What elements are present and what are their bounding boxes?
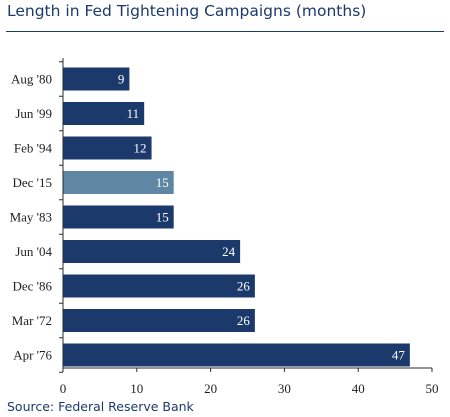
category-label: Jun '99 [15,106,52,121]
category-label: Mar '72 [12,313,52,328]
data-label: 15 [156,210,169,225]
x-tick-label: 30 [278,381,291,396]
title-divider [6,31,444,32]
data-label: 12 [134,141,147,156]
category-label: Feb '94 [14,141,53,156]
bar-aug-80 [63,67,130,91]
x-tick-label: 40 [352,381,365,396]
bar-mar-72 [63,309,255,332]
category-label: Apr '76 [13,348,52,363]
chart-title: Length in Fed Tightening Campaigns (mont… [7,2,367,20]
bar-dec-86 [63,274,255,298]
x-tick-label: 50 [426,381,439,396]
data-label: 47 [392,348,406,363]
category-label: May '83 [10,210,52,225]
data-label: 26 [237,313,251,328]
category-label: Aug '80 [11,72,52,87]
x-tick-label: 10 [130,381,143,396]
data-label: 11 [127,106,140,121]
category-label: Dec '15 [12,175,52,190]
category-label: Dec '86 [12,279,52,294]
data-label: 9 [118,72,125,87]
bar-jun-99 [63,102,145,125]
bar-feb-94 [63,136,152,160]
bar-may-83 [63,205,174,229]
bar-apr-76 [63,343,410,367]
bar-dec-15 [63,171,174,194]
source-note: Source: Federal Reserve Bank [7,399,194,414]
data-label: 26 [237,279,251,294]
x-tick-label: 20 [204,381,217,396]
category-label: Jun '04 [15,244,52,259]
x-tick-label: 0 [60,381,67,396]
data-label: 15 [156,175,169,190]
bar-jun-04 [63,240,241,263]
data-label: 24 [222,244,236,259]
